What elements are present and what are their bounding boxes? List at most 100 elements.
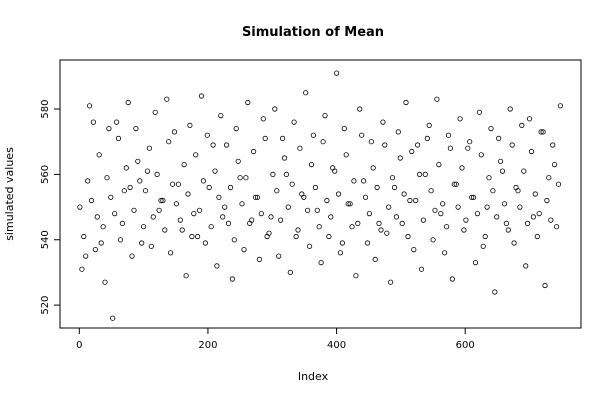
data-point bbox=[511, 240, 517, 246]
data-point bbox=[158, 197, 164, 204]
data-point bbox=[420, 217, 426, 223]
data-point bbox=[467, 139, 473, 145]
data-point bbox=[441, 250, 448, 256]
data-point bbox=[416, 171, 423, 177]
data-point bbox=[553, 224, 560, 230]
data-point bbox=[432, 207, 438, 213]
data-point bbox=[465, 145, 471, 151]
data-point bbox=[87, 103, 93, 109]
data-point bbox=[187, 122, 193, 129]
data-point bbox=[418, 266, 425, 272]
data-point bbox=[175, 181, 181, 187]
data-point bbox=[96, 152, 102, 158]
data-point bbox=[272, 106, 278, 112]
data-point bbox=[353, 273, 359, 279]
data-point bbox=[461, 227, 467, 233]
data-point bbox=[542, 282, 548, 289]
data-point bbox=[389, 175, 396, 181]
data-point bbox=[276, 253, 282, 259]
data-point bbox=[534, 233, 540, 240]
data-point bbox=[494, 214, 500, 220]
data-point bbox=[206, 184, 212, 191]
data-point bbox=[283, 171, 289, 177]
data-point bbox=[488, 126, 494, 132]
data-point bbox=[308, 162, 315, 168]
data-point bbox=[125, 99, 131, 106]
data-point bbox=[330, 165, 336, 171]
data-point bbox=[335, 191, 342, 197]
data-point bbox=[497, 158, 504, 164]
data-point bbox=[229, 276, 235, 282]
data-point bbox=[359, 132, 365, 138]
data-point bbox=[447, 145, 453, 151]
data-point bbox=[360, 178, 367, 184]
data-point bbox=[382, 142, 388, 148]
data-point bbox=[434, 96, 440, 102]
data-point bbox=[357, 106, 363, 112]
data-point bbox=[362, 194, 369, 200]
data-point bbox=[328, 214, 334, 220]
data-point bbox=[426, 122, 432, 129]
data-point bbox=[399, 220, 405, 226]
data-point bbox=[170, 181, 176, 187]
data-point bbox=[490, 188, 496, 194]
data-point bbox=[482, 233, 488, 240]
data-point bbox=[214, 263, 220, 269]
y-axis: 520 540 560 580 bbox=[40, 99, 60, 315]
data-point bbox=[550, 142, 556, 148]
data-point bbox=[428, 188, 434, 194]
data-point bbox=[239, 201, 245, 207]
data-point bbox=[293, 233, 299, 240]
data-point bbox=[407, 197, 413, 204]
data-point bbox=[106, 126, 112, 132]
data-point bbox=[173, 201, 179, 207]
data-point bbox=[455, 204, 461, 210]
data-point bbox=[306, 243, 313, 249]
y-tick-label: 520 bbox=[40, 296, 51, 315]
x-tick-label: 0 bbox=[76, 340, 82, 351]
data-point bbox=[526, 116, 533, 122]
data-point bbox=[195, 233, 201, 240]
data-point bbox=[162, 227, 168, 233]
data-point bbox=[79, 266, 85, 272]
data-point bbox=[457, 116, 463, 122]
data-point bbox=[90, 119, 97, 125]
data-point bbox=[364, 240, 371, 246]
data-point bbox=[277, 217, 284, 223]
data-point bbox=[405, 233, 411, 240]
data-point bbox=[557, 103, 564, 109]
data-point bbox=[77, 204, 83, 210]
data-point bbox=[121, 188, 127, 194]
data-point bbox=[135, 158, 141, 164]
data-point bbox=[355, 220, 361, 226]
data-point bbox=[324, 197, 330, 204]
data-point bbox=[108, 194, 114, 200]
data-point bbox=[237, 175, 243, 181]
x-tick-label: 400 bbox=[327, 340, 346, 351]
data-point bbox=[436, 162, 442, 168]
data-point bbox=[220, 214, 226, 220]
data-point bbox=[393, 214, 399, 220]
data-point bbox=[341, 126, 347, 132]
data-point bbox=[268, 214, 274, 220]
data-point bbox=[463, 217, 469, 223]
data-point bbox=[378, 227, 384, 233]
data-point bbox=[480, 243, 486, 249]
data-point bbox=[198, 93, 205, 99]
data-point bbox=[295, 227, 301, 233]
data-point bbox=[144, 168, 151, 174]
data-point bbox=[492, 289, 498, 295]
data-point bbox=[303, 90, 309, 96]
data-point bbox=[548, 217, 554, 223]
data-point bbox=[486, 175, 492, 181]
data-point bbox=[374, 184, 380, 191]
data-point bbox=[443, 224, 450, 230]
data-point bbox=[496, 135, 502, 141]
data-point bbox=[453, 181, 459, 187]
y-tick-label: 540 bbox=[40, 230, 51, 249]
data-point bbox=[289, 181, 295, 187]
data-point bbox=[204, 132, 210, 138]
data-point bbox=[343, 152, 349, 158]
data-point bbox=[438, 211, 444, 217]
